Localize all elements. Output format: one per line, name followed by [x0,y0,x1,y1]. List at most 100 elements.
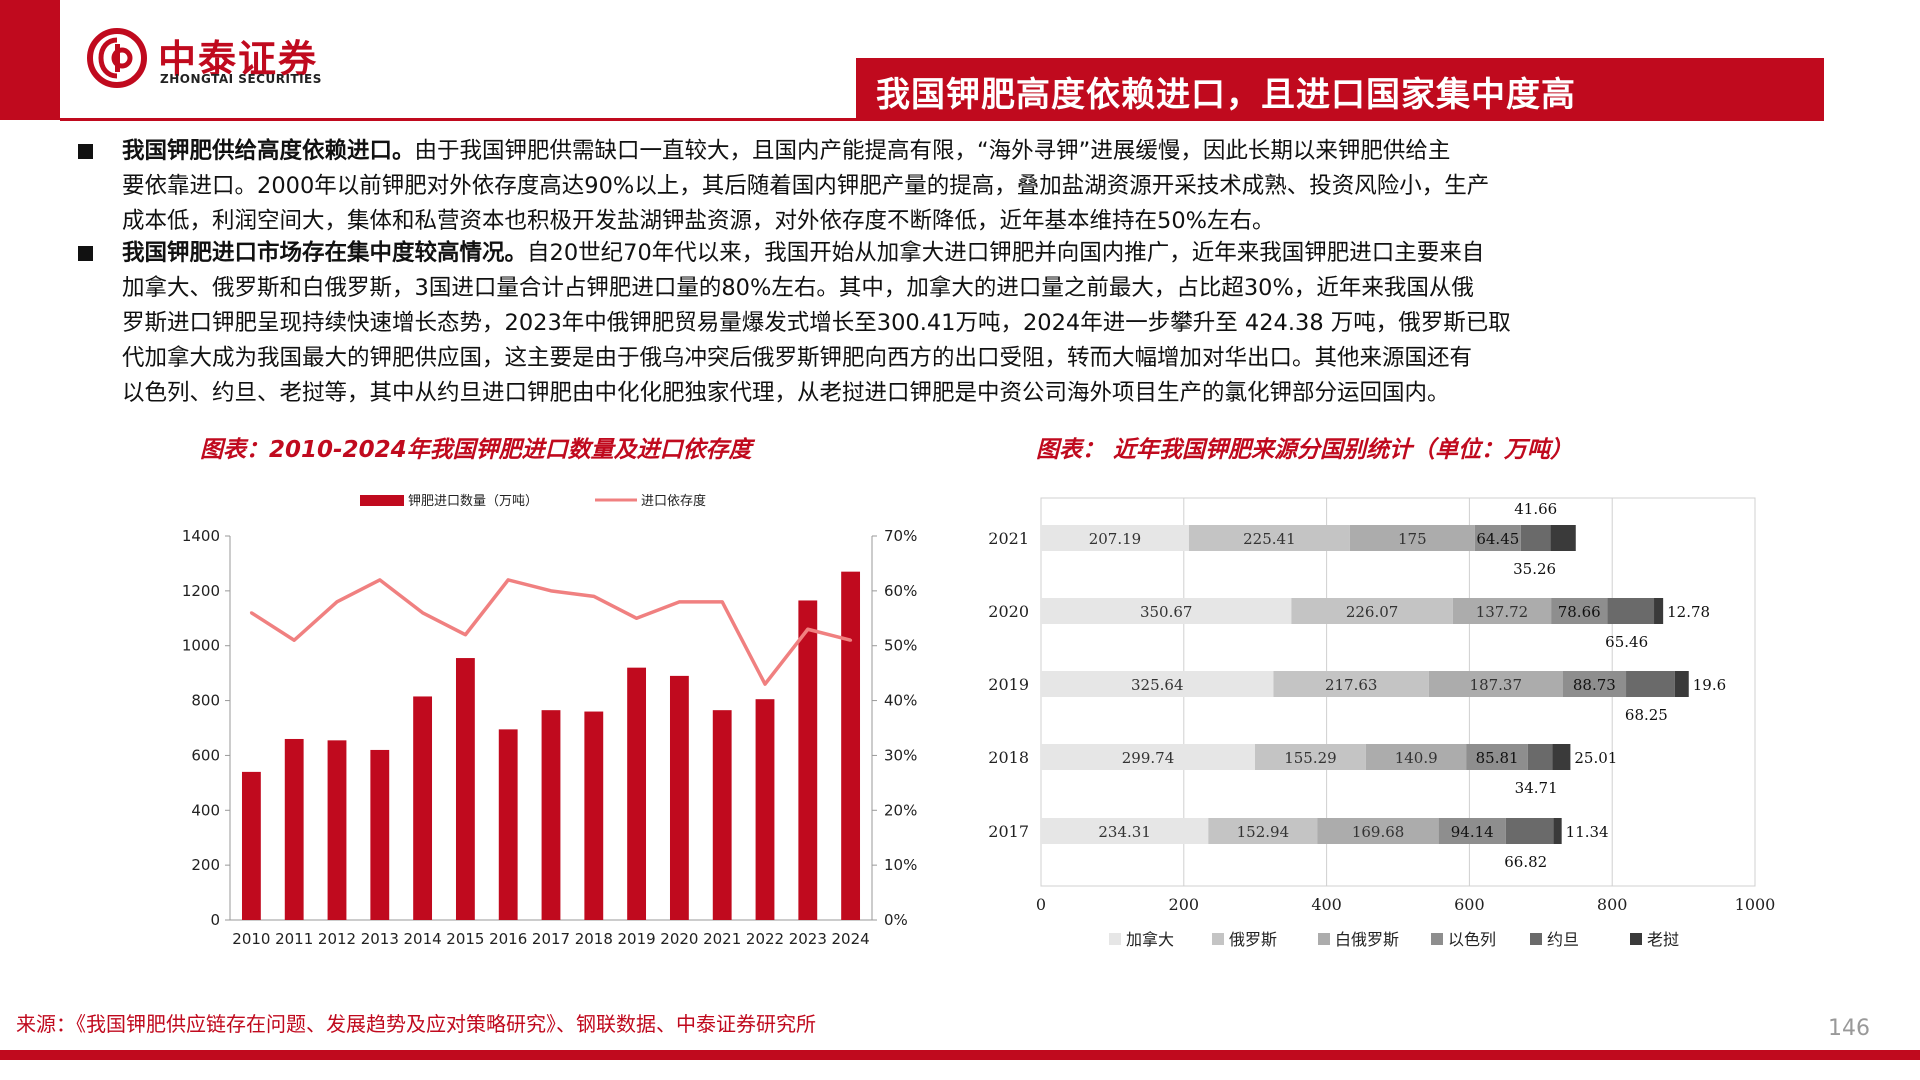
stacked-segment [1550,525,1576,551]
stacked-segment [1674,671,1689,697]
import-volume-bar [841,571,861,920]
segment-value-label: 66.82 [1504,853,1547,871]
legend-label: 老挝 [1647,930,1679,949]
stacked-segment [1654,598,1664,624]
y-right-tick-label: 20% [884,801,917,819]
bullet-1-line: 由于我国钾肥供需缺口一直较大，且国内产能提高有限，“海外寻钾”进展缓慢，因此长期… [414,138,1451,164]
page-number: 146 [1828,1016,1870,1041]
segment-value-label: 11.34 [1566,823,1609,841]
stacked-segment [1273,671,1429,697]
stacked-segment [1041,525,1189,551]
segment-value-label: 155.29 [1284,749,1337,767]
legend-swatch [1530,933,1542,945]
x-tick-label: 2021 [703,930,741,948]
dependency-point [720,600,724,604]
segment-value-label: 12.78 [1667,603,1710,621]
stacked-segment [1041,744,1256,770]
stacked-segment [1438,818,1506,844]
segment-value-label: 234.31 [1098,823,1151,841]
slide-title: 我国钾肥高度依赖进口，且进口国家集中度高 [876,75,1576,115]
legend-swatch [1431,933,1443,945]
y-right-tick-label: 30% [884,746,917,764]
bullet-2-line: 罗斯进口钾肥呈现持续快速增长态势，2023年中俄钾肥贸易量爆发式增长至300.4… [122,310,1511,336]
segment-value-label: 94.14 [1451,823,1494,841]
segment-value-label: 325.64 [1131,676,1184,694]
stacked-segment [1208,818,1318,844]
y-left-tick-label: 1200 [182,582,220,600]
x-tick-label: 1000 [1735,895,1776,914]
x-tick-label: 2020 [660,930,698,948]
legend-label-bar: 钾肥进口数量（万吨） [408,494,538,509]
x-tick-label: 2018 [575,930,613,948]
stacked-segment [1551,598,1608,624]
chart-1-title: 图表：2010-2024年我国钾肥进口数量及进口依存度 [200,437,752,463]
stacked-segment [1562,671,1627,697]
import-volume-bar [413,696,433,920]
segment-value-label: 78.66 [1558,603,1601,621]
y-right-tick-label: 0% [884,911,908,929]
y-category-label: 2017 [988,822,1029,841]
stacked-segment [1428,671,1563,697]
import-volume-bar [627,667,647,920]
legend-swatch-bar [360,495,404,506]
stacked-segment [1553,818,1562,844]
dependency-point [849,638,853,642]
x-tick-label: 2010 [232,930,270,948]
x-tick-label: 0 [1036,895,1046,914]
y-right-tick-label: 60% [884,582,917,600]
brand-name-cn: 中泰证券 [158,37,319,81]
x-tick-label: 2023 [789,930,827,948]
legend-swatch [1318,933,1330,945]
dependency-point [635,616,639,620]
segment-value-label: 35.26 [1513,560,1556,578]
bullet-2-line: 代加拿大成为我国最大的钾肥供应国，这主要是由于俄乌冲突后俄罗斯钾肥向西方的出口受… [122,345,1473,371]
y-category-label: 2018 [988,748,1029,767]
segment-value-label: 175 [1398,530,1427,548]
legend-label: 以色列 [1448,930,1496,949]
segment-value-label: 65.46 [1605,633,1648,651]
brand-name-en: ZHONGTAI SECURITIES [160,72,322,86]
segment-value-label: 299.74 [1122,749,1175,767]
import-volume-bar [455,658,475,920]
x-tick-label: 2024 [832,930,870,948]
dependency-point [763,682,767,686]
y-left-tick-label: 1000 [182,637,220,655]
segment-value-label: 225.41 [1243,530,1296,548]
dependency-point [677,600,681,604]
segment-value-label: 152.94 [1237,823,1290,841]
chart-2-title: 图表： 近年我国钾肥来源分国别统计（单位：万吨） [1036,437,1574,463]
segment-value-label: 350.67 [1140,603,1193,621]
stacked-segment [1552,744,1571,770]
legend-label: 白俄罗斯 [1335,930,1399,949]
segment-value-label: 226.07 [1346,603,1399,621]
x-tick-label: 800 [1597,895,1628,914]
legend-label-line: 进口依存度 [641,493,706,509]
stacked-segment [1365,744,1467,770]
import-volume-bar [284,738,304,920]
dependency-point [806,627,810,631]
y-category-label: 2020 [988,602,1029,621]
slide-title-box: 我国钾肥高度依赖进口，且进口国家集中度高 [856,58,1824,118]
x-tick-label: 2016 [489,930,527,948]
bullet-square-icon [78,246,93,261]
import-volume-chart: 0 200 400 600 800 1000 1200 1400 0% 10% 20% 30% 40% 5… [182,493,918,948]
segment-value-label: 217.63 [1325,676,1378,694]
stacked-segment [1255,744,1366,770]
y-left-tick-label: 0 [210,911,220,929]
stacked-segment [1520,525,1551,551]
dependency-point [292,638,296,642]
segment-value-label: 85.81 [1476,749,1519,767]
legend-swatch [1109,933,1121,945]
y-left-tick-label: 200 [191,856,220,874]
dependency-point [506,578,510,582]
dependency-point [249,611,253,615]
bullet-square-icon [78,144,93,159]
import-volume-bar [498,729,518,920]
header-divider [60,118,1824,121]
y-category-label: 2021 [988,529,1029,548]
stacked-segment [1317,818,1439,844]
x-tick-label: 2013 [361,930,399,948]
import-volume-bar [370,749,390,920]
segment-value-label: 207.19 [1089,530,1142,548]
stacked-segment [1041,671,1274,697]
